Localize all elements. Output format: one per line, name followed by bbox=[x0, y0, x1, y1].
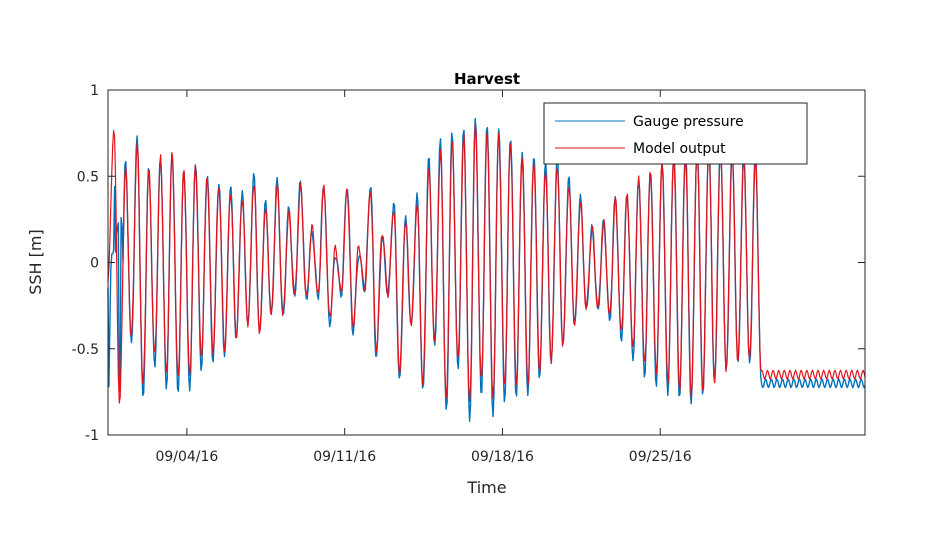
series-line-model-output bbox=[107, 123, 866, 404]
y-axis-label: SSH [m] bbox=[26, 229, 45, 295]
y-tick-label: 0.5 bbox=[77, 169, 99, 185]
chart-title: Harvest bbox=[454, 70, 520, 88]
y-tick-label: 0 bbox=[90, 256, 99, 272]
legend-label-model-output: Model output bbox=[633, 141, 726, 157]
x-tick-label: 09/18/16 bbox=[471, 449, 534, 465]
tick-label-layer: 1 0.5 0 -0.5 -1 09/04/16 09/11/16 09/18/16 09/25… bbox=[72, 83, 692, 465]
legend-box bbox=[543, 102, 808, 165]
y-tick-label: -0.5 bbox=[72, 342, 99, 358]
axes-layer bbox=[107, 89, 866, 436]
y-tick-label: -1 bbox=[85, 428, 99, 444]
legend-label-gauge-pressure: Gauge pressure bbox=[633, 114, 744, 130]
x-tick-label: 09/11/16 bbox=[313, 449, 376, 465]
x-axis-label: Time bbox=[466, 478, 506, 497]
y-tick-label: 1 bbox=[90, 83, 99, 99]
x-tick-label: 09/25/16 bbox=[629, 449, 692, 465]
x-tick-label: 09/04/16 bbox=[155, 449, 218, 465]
legend: Gauge pressure Model output bbox=[543, 102, 808, 165]
series-layer bbox=[107, 117, 866, 422]
